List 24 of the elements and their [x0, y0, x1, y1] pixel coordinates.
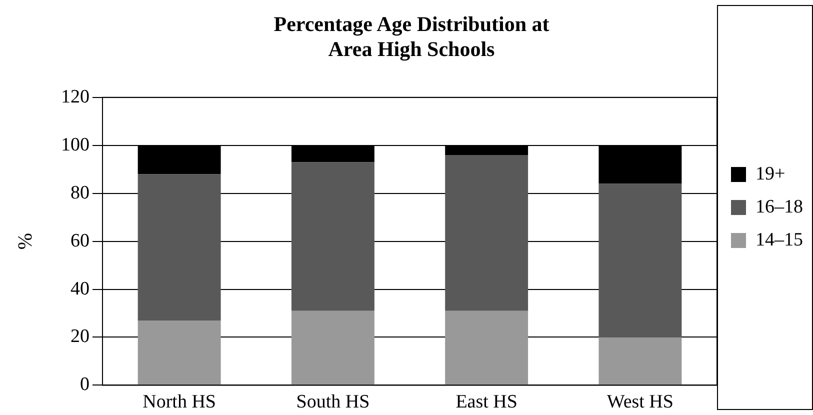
x-tick-label: West HS — [606, 392, 674, 413]
bar — [598, 337, 682, 385]
x-tick-label: South HS — [296, 392, 370, 413]
bar — [138, 174, 221, 320]
y-tick-label: 120 — [61, 86, 90, 108]
chart-title: Percentage Age Distribution at Area High Schools — [274, 12, 550, 62]
x-tick-label: East HS — [456, 392, 518, 413]
legend-label: 19+ — [756, 163, 786, 184]
legend-label: 16–18 — [756, 196, 803, 218]
y-tick-label: 20 — [70, 326, 90, 348]
y-tick-label: 40 — [70, 278, 90, 300]
legend-label: 14–15 — [756, 229, 803, 250]
y-tick-label: 0 — [80, 374, 90, 396]
x-tick-label: North HS — [142, 392, 216, 413]
bar — [598, 184, 682, 338]
y-axis-title: % — [14, 232, 36, 250]
bar — [291, 162, 374, 311]
y-tick-label: 60 — [70, 230, 90, 252]
y-tick-label: 100 — [61, 134, 90, 156]
bar — [445, 310, 528, 385]
y-tick-label: 80 — [70, 182, 90, 204]
bar — [138, 320, 221, 385]
bar — [445, 154, 528, 311]
bar — [291, 310, 374, 385]
